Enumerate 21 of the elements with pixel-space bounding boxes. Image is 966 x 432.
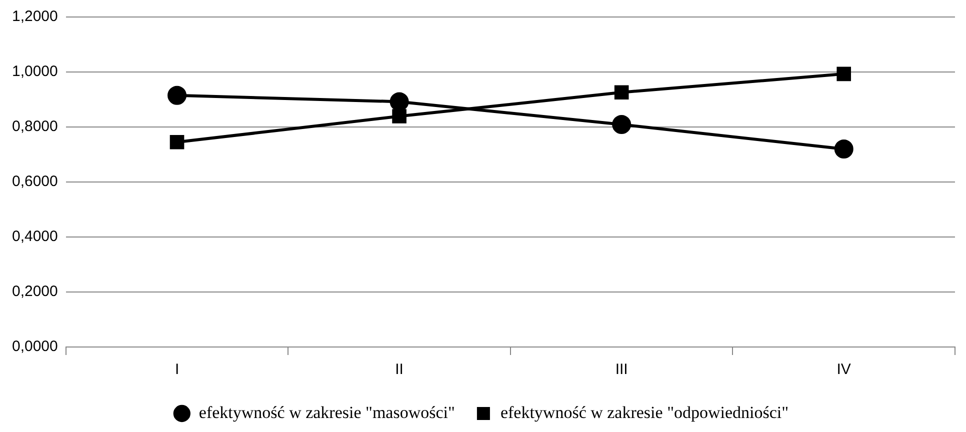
legend-label: efektywność w zakresie "odpowiedniości" (500, 402, 789, 422)
x-tick-label: IV (836, 361, 851, 378)
y-tick-label: 0,0000 (12, 338, 58, 356)
legend-label: efektywność w zakresie "masowości" (198, 402, 455, 422)
point (836, 66, 852, 82)
point (392, 109, 406, 124)
y-tick-label: 0,4000 (12, 228, 58, 246)
point (170, 134, 184, 150)
point (390, 92, 409, 112)
point (612, 115, 632, 134)
y-tick-label: 1,0000 (12, 63, 58, 80)
x-tick-label: I (174, 361, 180, 378)
point (168, 86, 187, 105)
point (834, 140, 854, 158)
y-tick-label: 1,2000 (12, 8, 58, 26)
x-tick-label: II (395, 361, 404, 378)
y-tick-label: 0,2000 (12, 283, 58, 300)
y-tick-label: 0,8000 (12, 118, 58, 136)
y-tick-label: 0,6000 (12, 173, 58, 190)
x-tick-label: III (615, 361, 628, 378)
point (614, 85, 629, 100)
